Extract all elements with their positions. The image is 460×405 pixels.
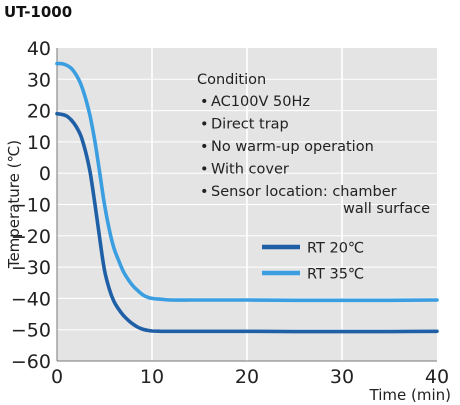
- series-line-rt20: [55, 111, 439, 334]
- condition-bullet: •: [200, 94, 209, 110]
- series-line-rt35: [55, 61, 439, 303]
- y-tick-label: 10: [27, 132, 51, 154]
- y-tick-label: −30: [11, 257, 51, 279]
- legend-label: RT 20℃: [307, 241, 364, 257]
- y-axis-ticks: 40 30 20 10 0 −10 −20 −30 −40 −50 −60: [11, 38, 51, 373]
- y-tick-label: −40: [11, 288, 51, 310]
- condition-annotation: Condition • AC100V 50Hz• Direct trap• No wa…: [197, 72, 430, 217]
- condition-item: Sensor location: chamber: [211, 184, 397, 200]
- grid-lines: [57, 48, 437, 361]
- y-tick-label: −20: [11, 226, 51, 248]
- chart-title: UT-1000: [4, 3, 72, 21]
- condition-item: AC100V 50Hz: [211, 94, 310, 110]
- condition-bullet: •: [200, 184, 209, 200]
- x-tick-label: 20: [235, 366, 259, 388]
- y-tick-label: −60: [11, 351, 51, 373]
- condition-continuation: wall surface: [343, 201, 430, 217]
- legend-label: RT 35℃: [307, 267, 364, 283]
- series-lines: [55, 61, 439, 334]
- x-axis-label: Time (min): [369, 386, 451, 404]
- x-axis-ticks: 0 10 20 30 40: [51, 366, 449, 388]
- y-tick-label: 0: [39, 163, 51, 185]
- y-tick-label: 40: [27, 38, 51, 60]
- condition-heading: Condition: [197, 72, 266, 88]
- y-axis-label: Temperature (℃): [5, 140, 23, 269]
- condition-item: No warm-up operation: [211, 139, 374, 155]
- y-tick-label: −50: [11, 320, 51, 342]
- x-tick-label: 40: [425, 366, 449, 388]
- y-tick-label: −10: [11, 195, 51, 217]
- condition-bullet: •: [200, 162, 209, 178]
- x-tick-label: 30: [330, 366, 354, 388]
- y-tick-label: 20: [27, 101, 51, 123]
- y-tick-label: 30: [27, 69, 51, 91]
- x-tick-label: 10: [140, 366, 164, 388]
- condition-item: With cover: [211, 162, 289, 178]
- condition-bullet: •: [200, 117, 209, 133]
- condition-bullet: •: [200, 139, 209, 155]
- x-tick-label: 0: [51, 366, 63, 388]
- condition-item: Direct trap: [211, 117, 289, 133]
- legend: RT 20℃ RT 35℃: [262, 241, 364, 283]
